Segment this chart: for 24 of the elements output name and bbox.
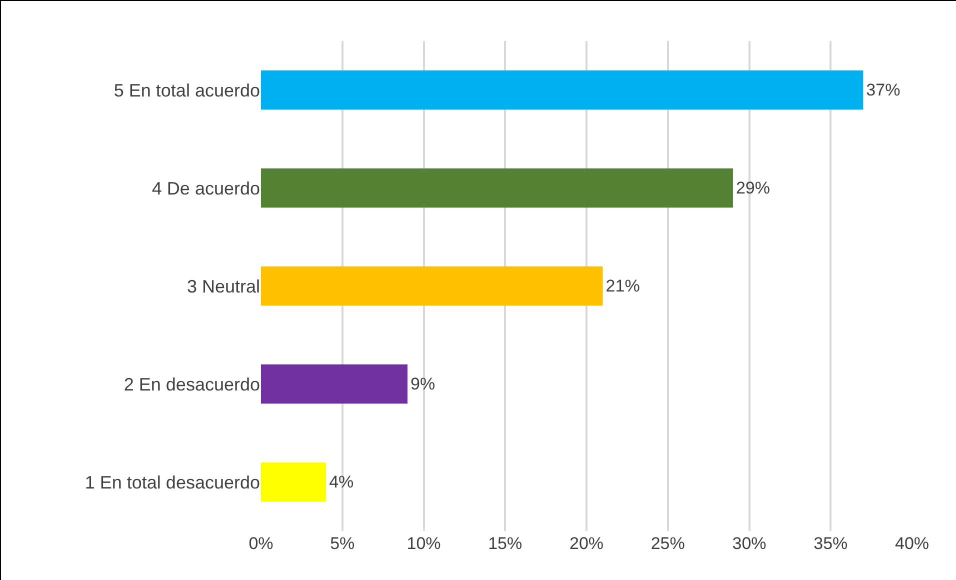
y-tick-label: 3 Neutral: [186, 276, 260, 296]
data-label: 29%: [736, 178, 770, 198]
data-label: 21%: [606, 276, 640, 296]
bar: [261, 70, 864, 110]
data-label: 9%: [410, 374, 436, 394]
bar: [261, 364, 408, 404]
y-tick-label: 2 En desacuerdo: [124, 374, 260, 394]
x-tick-label: 35%: [814, 534, 848, 553]
x-tick-label: 15%: [488, 534, 522, 553]
x-tick-label: 20%: [569, 534, 604, 553]
x-tick-label: 10%: [406, 534, 441, 553]
bar: [261, 462, 326, 502]
bar: [261, 168, 733, 208]
data-label: 37%: [866, 80, 900, 100]
y-tick-label: 4 De acuerdo: [152, 178, 260, 198]
y-tick-label: 5 En total acuerdo: [114, 80, 260, 100]
x-tick-label: 25%: [650, 534, 685, 553]
x-tick-label: 0%: [248, 534, 274, 553]
x-tick-label: 40%: [894, 534, 930, 553]
data-label: 4%: [329, 472, 354, 492]
y-tick-label: 1 En total desacuerdo: [84, 472, 260, 492]
x-tick-label: 30%: [732, 534, 766, 553]
x-tick-label: 5%: [330, 534, 355, 553]
bar: [261, 266, 603, 306]
